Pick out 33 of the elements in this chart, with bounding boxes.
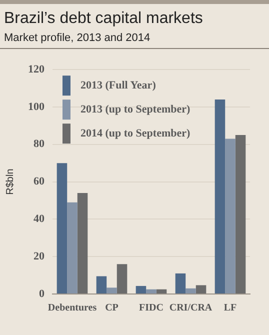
bar — [214, 100, 226, 294]
bar — [136, 286, 146, 294]
y-tick-label: 120 — [28, 63, 45, 76]
bar — [67, 202, 78, 294]
legend-label: 2013 (Full Year) — [80, 79, 156, 92]
x-tick-label: LF — [224, 302, 237, 314]
legend-label: 2013 (up to September) — [80, 103, 191, 116]
bar — [235, 135, 246, 294]
y-tick-label: 0 — [39, 288, 45, 300]
x-tick-label: Debentures — [48, 302, 97, 314]
chart-title: Brazil’s debt capital markets — [4, 10, 204, 28]
x-tick-label: CP — [105, 302, 118, 314]
bar — [186, 288, 196, 294]
bar — [77, 193, 88, 294]
y-tick-label: 80 — [34, 138, 45, 150]
bar — [116, 264, 128, 294]
bar — [106, 288, 117, 294]
y-axis-title: R$bln — [4, 168, 16, 195]
y-tick-label: 40 — [34, 213, 45, 226]
y-tick-label: 20 — [34, 250, 45, 262]
y-tick-label: 60 — [34, 176, 45, 188]
x-tick-label: CRI/CRA — [169, 302, 213, 314]
bar — [196, 285, 206, 294]
y-tick-label: 100 — [28, 100, 45, 113]
chart-subtitle: Market profile, 2013 and 2014 — [4, 32, 152, 44]
bar — [146, 289, 156, 294]
bar — [156, 289, 167, 294]
bar — [175, 273, 186, 294]
legend-label: 2014 (up to September) — [80, 127, 191, 140]
bar — [96, 276, 107, 294]
bar — [56, 163, 68, 294]
x-tick-label: FIDC — [139, 302, 164, 314]
bar — [225, 138, 236, 294]
